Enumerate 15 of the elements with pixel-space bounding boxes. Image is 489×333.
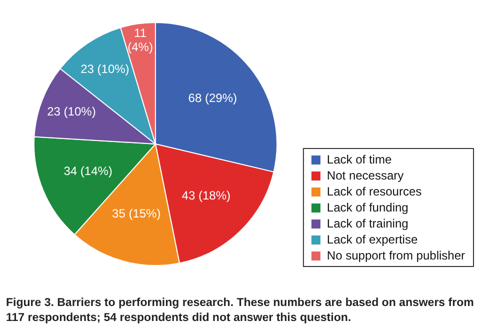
legend-label: Lack of funding	[326, 200, 408, 214]
data-label: 68 (29%)	[188, 91, 237, 106]
legend-label: Lack of training	[326, 216, 408, 230]
legend-label: Lack of time	[326, 152, 392, 166]
data-label: 43 (18%)	[182, 188, 231, 203]
legend-label: Lack of expertise	[326, 232, 418, 246]
caption: Figure 3. Barriers to performing research. These numbers are based on answers from 117 respondents; 54 respondents did not answer this question.	[6, 296, 475, 326]
legend-label: No support from publisher	[326, 248, 466, 262]
legend-label: Not necessary	[326, 168, 404, 182]
data-label: 23 (10%)	[80, 62, 130, 76]
legend-label: Lack of resources	[326, 184, 422, 198]
data-label: 35 (15%)	[112, 206, 161, 221]
data-label: 34 (14%)	[64, 164, 112, 178]
data-label: 23 (10%)	[47, 104, 96, 118]
data-label: 11 (4%)	[128, 26, 153, 54]
